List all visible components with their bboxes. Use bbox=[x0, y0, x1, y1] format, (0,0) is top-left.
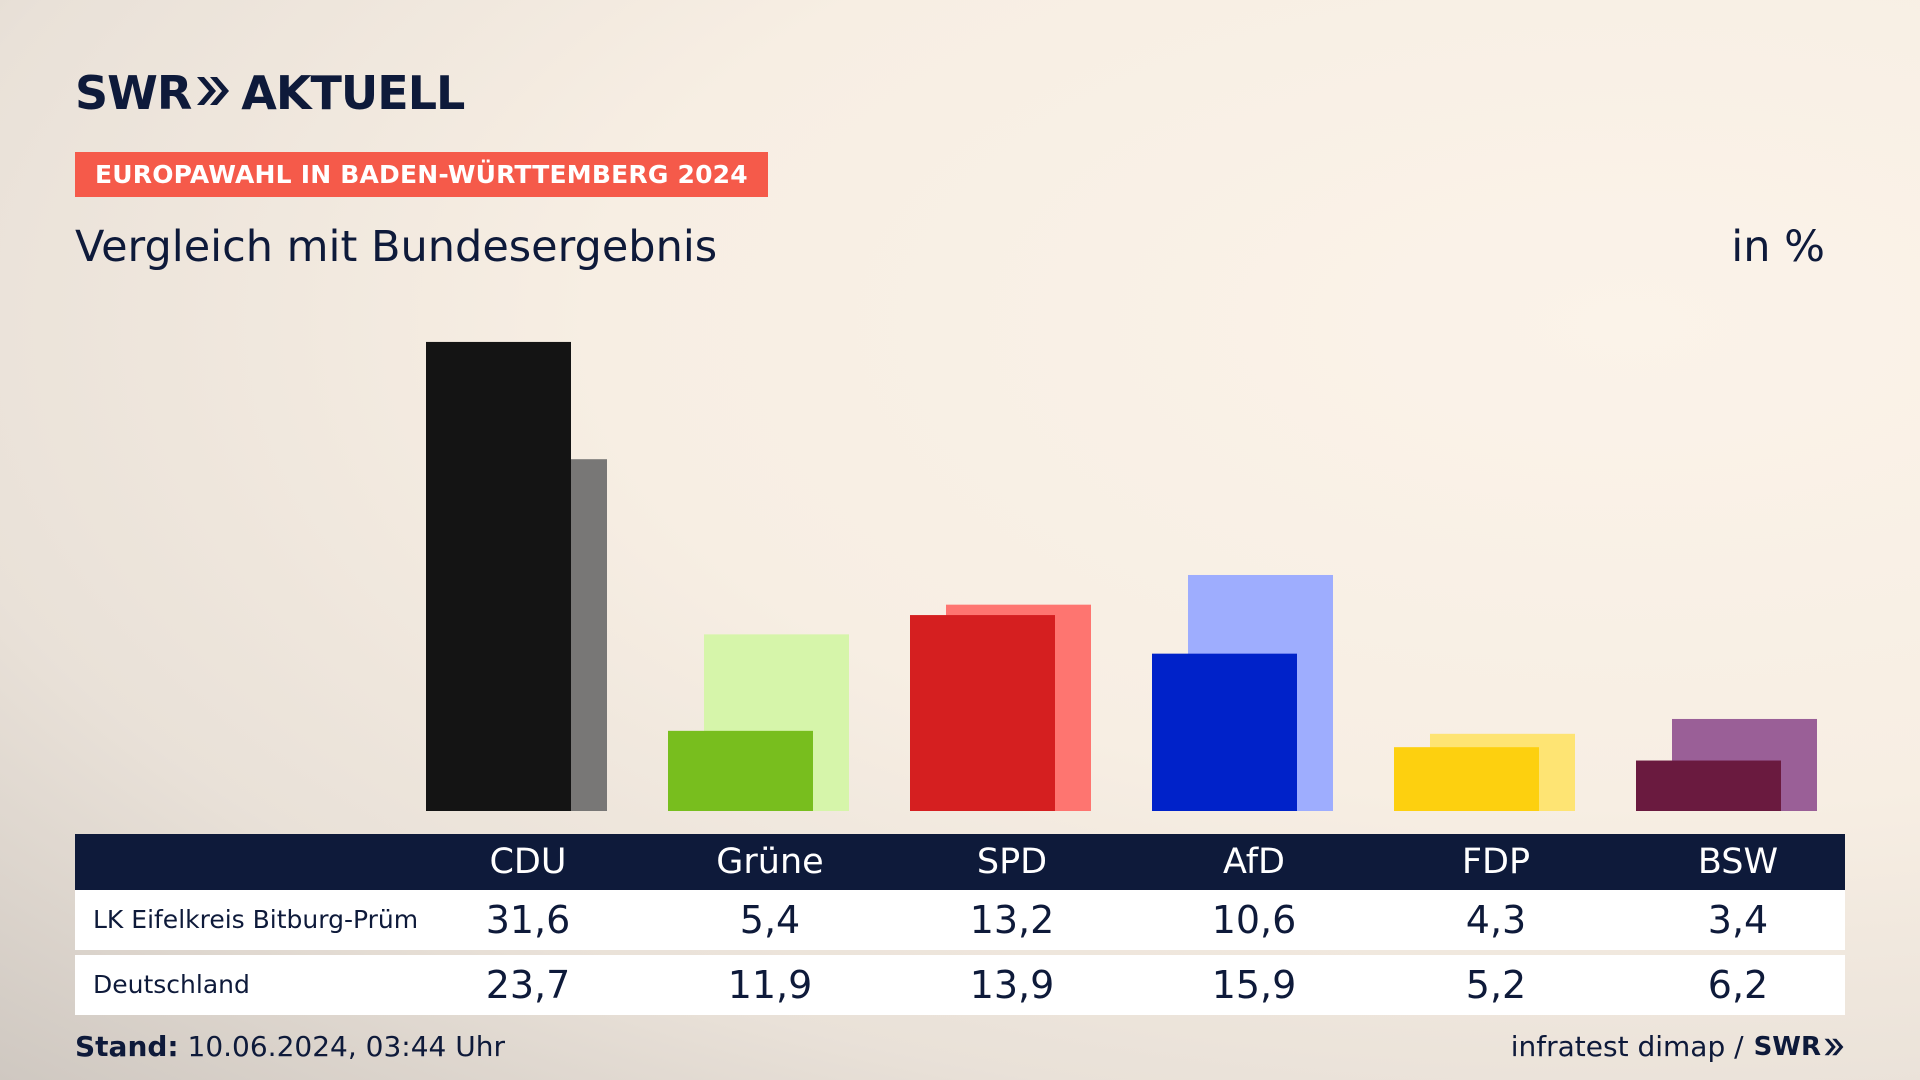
column-header-grüne: Grüne bbox=[716, 842, 824, 882]
value-cell-bsw: 6,2 bbox=[1707, 963, 1769, 1007]
bar-region-afd bbox=[1152, 653, 1297, 811]
source-text: infratest dimap / bbox=[1510, 1030, 1744, 1063]
value-cell-grüne: 11,9 bbox=[727, 963, 813, 1007]
value-cell-fdp: 5,2 bbox=[1465, 963, 1527, 1007]
table-row-germany: Deutschland 23,7 11,9 13,9 15,9 5,2 6,2 bbox=[75, 955, 1845, 1015]
table-header: CDU Grüne SPD AfD FDP BSW bbox=[75, 834, 1845, 890]
source-brand: SWR bbox=[1753, 1031, 1821, 1062]
value-cell-afd: 15,9 bbox=[1211, 963, 1297, 1007]
value-cell-fdp: 4,3 bbox=[1465, 898, 1527, 942]
bar-region-bsw bbox=[1636, 760, 1781, 811]
double-chevron-icon bbox=[1824, 1038, 1844, 1055]
value-cell-spd: 13,9 bbox=[969, 963, 1055, 1007]
column-header-spd: SPD bbox=[976, 842, 1048, 882]
value-cell-cdu: 23,7 bbox=[485, 963, 571, 1007]
column-header-fdp: FDP bbox=[1461, 842, 1531, 882]
column-header-bsw: BSW bbox=[1697, 842, 1779, 882]
double-chevron-icon bbox=[195, 74, 231, 112]
bar-region-spd bbox=[910, 615, 1055, 811]
chart-subtitle: Vergleich mit Bundesergebnis bbox=[75, 222, 718, 272]
table-row-region: LK Eifelkreis Bitburg-Prüm 31,6 5,4 13,2 10… bbox=[75, 890, 1845, 950]
value-cell-cdu: 31,6 bbox=[485, 898, 571, 942]
value-cell-afd: 10,6 bbox=[1211, 898, 1297, 942]
results-table: CDU Grüne SPD AfD FDP BSW LK Eifelkreis Bitbu… bbox=[75, 834, 1845, 1015]
row-label-region: LK Eifelkreis Bitburg-Prüm bbox=[93, 905, 419, 934]
stand-value: 10.06.2024, 03:44 Uhr bbox=[178, 1030, 505, 1063]
swr-aktuell-logo: SWR AKTUELL bbox=[75, 66, 465, 120]
stand-label: Stand: bbox=[75, 1030, 179, 1063]
bar-region-fdp bbox=[1394, 747, 1539, 811]
column-header-cdu: CDU bbox=[489, 842, 567, 882]
timestamp: Stand: 10.06.2024, 03:44 Uhr bbox=[75, 1030, 505, 1063]
value-cell-spd: 13,2 bbox=[969, 898, 1055, 942]
row-label-germany: Deutschland bbox=[93, 970, 250, 999]
election-badge: EUROPAWAHL IN BADEN-WÜRTTEMBERG 2024 bbox=[75, 152, 768, 197]
bar-region-cdu bbox=[426, 341, 571, 811]
value-cell-bsw: 3,4 bbox=[1707, 898, 1769, 942]
bar-region-grüne bbox=[668, 730, 813, 811]
column-header-afd: AfD bbox=[1223, 842, 1285, 882]
brand-swr: SWR bbox=[75, 66, 192, 120]
source-credit: infratest dimap / SWR bbox=[1511, 1030, 1845, 1063]
value-cell-grüne: 5,4 bbox=[739, 898, 801, 942]
brand-aktuell: AKTUELL bbox=[241, 66, 465, 120]
unit-label: in % bbox=[1731, 222, 1825, 272]
